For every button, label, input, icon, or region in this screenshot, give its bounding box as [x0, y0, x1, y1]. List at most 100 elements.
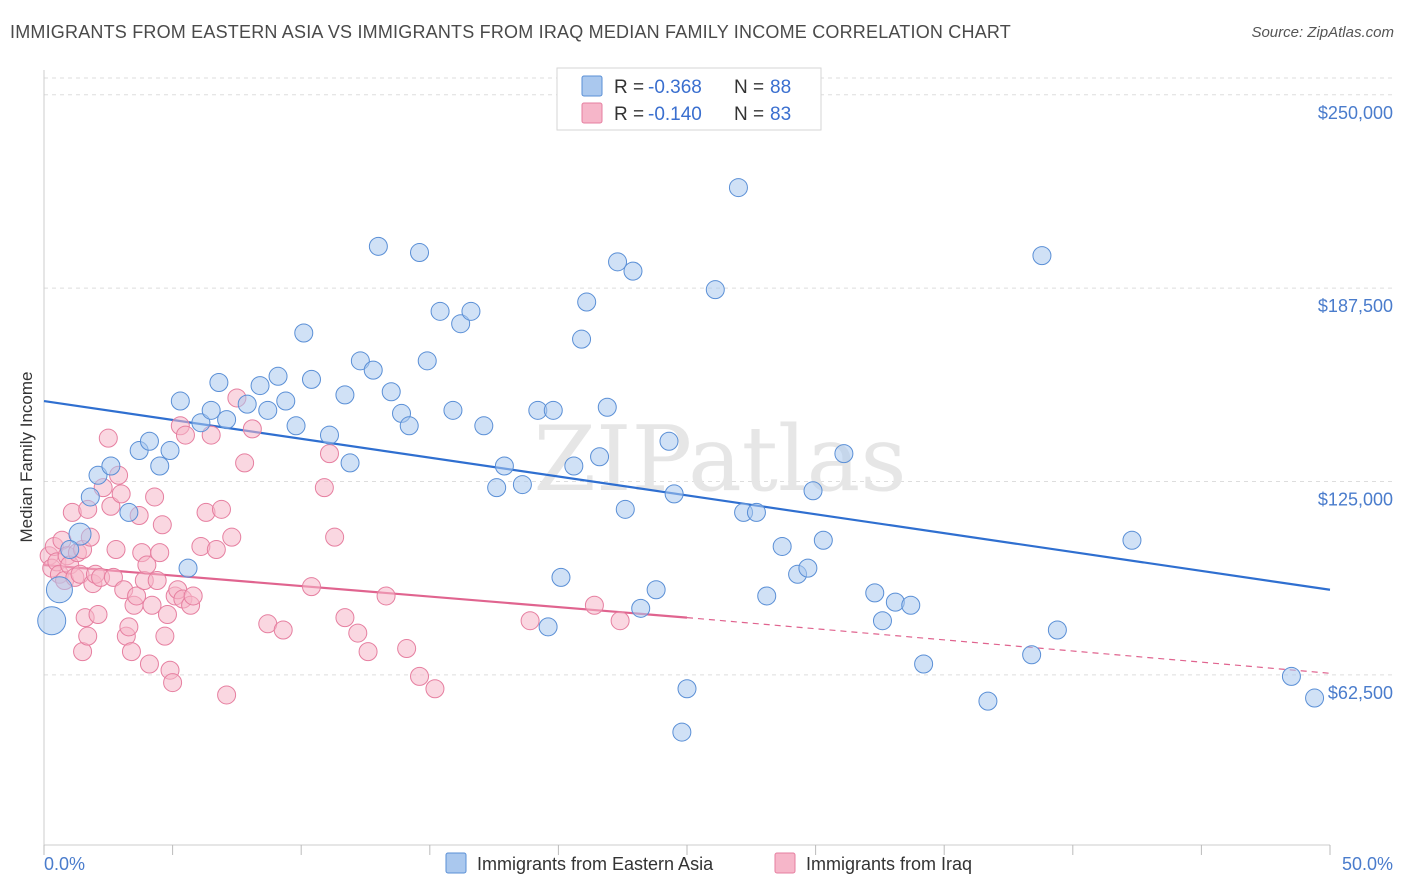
source-label: Source: ZipAtlas.com [1251, 24, 1394, 41]
series-legend-label-0: Immigrants from Eastern Asia [477, 854, 714, 874]
data-point-eastern-asia [276, 391, 296, 411]
data-point-eastern-asia [368, 236, 388, 256]
data-point-eastern-asia [170, 391, 190, 411]
data-point-eastern-asia [1281, 666, 1301, 686]
y-tick-label: $125,000 [1318, 489, 1393, 509]
data-point-iraq [425, 679, 445, 699]
data-point-eastern-asia [474, 416, 494, 436]
data-point-eastern-asia [201, 400, 221, 420]
data-point-eastern-asia [572, 329, 592, 349]
data-point-iraq [145, 487, 165, 507]
data-point-eastern-asia [865, 583, 885, 603]
data-point-eastern-asia [451, 314, 471, 334]
data-point-eastern-asia [45, 576, 73, 604]
data-point-eastern-asia [803, 481, 823, 501]
data-point-iraq [201, 425, 221, 445]
data-point-eastern-asia [363, 360, 383, 380]
data-point-eastern-asia [237, 394, 257, 414]
data-point-eastern-asia [37, 606, 67, 636]
data-point-eastern-asia [88, 465, 108, 485]
data-point-eastern-asia [381, 382, 401, 402]
legend-r-value-1: -0.140 [648, 104, 702, 125]
data-point-eastern-asia [1305, 688, 1325, 708]
data-point-eastern-asia [512, 475, 532, 495]
data-point-eastern-asia [677, 679, 697, 699]
data-point-iraq [348, 623, 368, 643]
data-point-iraq [155, 626, 175, 646]
data-point-eastern-asia [68, 522, 92, 546]
data-point-iraq [78, 626, 98, 646]
legend-n-value-1: 83 [770, 104, 791, 125]
data-point-eastern-asia [551, 567, 571, 587]
data-point-eastern-asia [150, 456, 170, 476]
y-tick-label: $187,500 [1318, 296, 1393, 316]
data-point-iraq [584, 595, 604, 615]
data-point-iraq [103, 567, 123, 587]
data-point-iraq [206, 540, 226, 560]
data-point-eastern-asia [834, 444, 854, 464]
data-point-eastern-asia [772, 536, 792, 556]
data-point-iraq [520, 611, 540, 631]
data-point-iraq [242, 419, 262, 439]
data-point-iraq [410, 666, 430, 686]
data-point-eastern-asia [430, 301, 450, 321]
data-point-iraq [111, 484, 131, 504]
data-point-iraq [183, 586, 203, 606]
data-point-iraq [127, 586, 147, 606]
data-point-eastern-asia [286, 416, 306, 436]
data-point-iraq [273, 620, 293, 640]
data-point-iraq [98, 428, 118, 448]
data-point-eastern-asia [746, 502, 766, 522]
data-point-eastern-asia [487, 478, 507, 498]
data-point-eastern-asia [813, 530, 833, 550]
data-point-eastern-asia [872, 611, 892, 631]
series-legend-swatch-blue [445, 852, 467, 874]
y-tick-label: $250,000 [1318, 103, 1393, 123]
data-point-iraq [376, 586, 396, 606]
series-legend: Immigrants from Eastern Asia Immigrants … [445, 852, 972, 874]
y-tick-labels: $62,500 $125,000 $187,500 $250,000 [1318, 103, 1393, 703]
data-point-iraq [314, 478, 334, 498]
data-point-iraq [152, 515, 172, 535]
data-point-eastern-asia [410, 243, 430, 263]
data-point-eastern-asia [1022, 645, 1042, 665]
data-point-eastern-asia [577, 292, 597, 312]
data-point-eastern-asia [978, 691, 998, 711]
data-point-eastern-asia [268, 366, 288, 386]
data-point-eastern-asia [543, 400, 563, 420]
trend-line-iraq-extension [686, 617, 1331, 674]
data-point-eastern-asia [564, 456, 584, 476]
data-point-iraq [211, 499, 231, 519]
data-point-iraq [106, 540, 126, 560]
legend-n-label-0: N = [734, 77, 764, 98]
data-point-eastern-asia [631, 598, 651, 618]
data-point-eastern-asia [335, 385, 355, 405]
data-point-iraq [217, 685, 237, 705]
data-point-iraq [137, 555, 157, 575]
data-point-iraq [222, 527, 242, 547]
data-point-iraq [119, 617, 139, 637]
data-point-iraq [235, 453, 255, 473]
x-tick-label-min: 0.0% [44, 854, 85, 874]
series-legend-swatch-pink [774, 852, 796, 874]
data-point-eastern-asia [757, 586, 777, 606]
legend-n-value-0: 88 [770, 77, 791, 98]
data-point-eastern-asia [319, 425, 339, 445]
data-point-iraq [157, 605, 177, 625]
data-point-eastern-asia [608, 252, 628, 272]
data-point-eastern-asia [417, 351, 437, 371]
legend-r-value-0: -0.368 [648, 77, 702, 98]
data-point-eastern-asia [664, 484, 684, 504]
data-point-eastern-asia [80, 487, 100, 507]
data-point-iraq [163, 673, 183, 693]
data-point-eastern-asia [494, 456, 514, 476]
data-point-eastern-asia [672, 722, 692, 742]
data-point-eastern-asia [399, 416, 419, 436]
data-point-eastern-asia [250, 376, 270, 396]
legend-r-label-0: R = [614, 77, 644, 98]
data-point-eastern-asia [101, 456, 121, 476]
data-point-eastern-asia [1032, 246, 1052, 266]
data-point-iraq [175, 425, 195, 445]
data-point-iraq [62, 502, 82, 522]
x-ticks [43, 845, 1331, 855]
